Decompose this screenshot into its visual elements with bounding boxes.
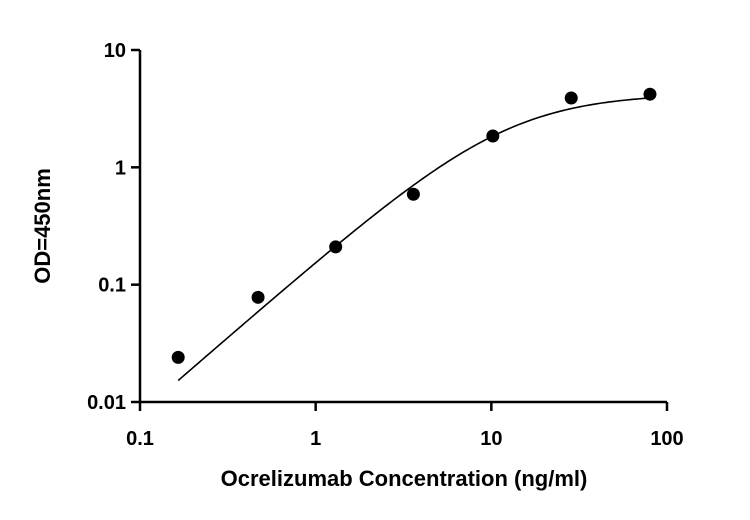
x-axis-title: Ocrelizumab Concentration (ng/ml) [221, 466, 588, 491]
tick-marks [131, 48, 669, 411]
x-tick-label: 1 [310, 428, 321, 450]
x-tick-label: 0.1 [126, 428, 154, 450]
x-tick-label: 100 [650, 428, 683, 450]
data-point [486, 129, 500, 143]
data-point [643, 87, 657, 101]
fit-curve-layer [177, 97, 651, 382]
y-tick-label: 0.1 [98, 275, 126, 297]
y-axis-title: OD=450nm [30, 168, 55, 284]
data-point [329, 240, 343, 254]
data-point [251, 290, 265, 304]
data-point [564, 91, 578, 105]
data-points [171, 87, 657, 364]
y-tick-label: 1 [115, 157, 126, 179]
axes [138, 50, 667, 404]
y-tick-label: 0.01 [87, 392, 126, 414]
x-tick-label: 10 [480, 428, 502, 450]
fit-curve [177, 97, 651, 382]
y-tick-label: 10 [104, 40, 126, 62]
data-point [171, 350, 185, 364]
data-point [406, 187, 420, 201]
